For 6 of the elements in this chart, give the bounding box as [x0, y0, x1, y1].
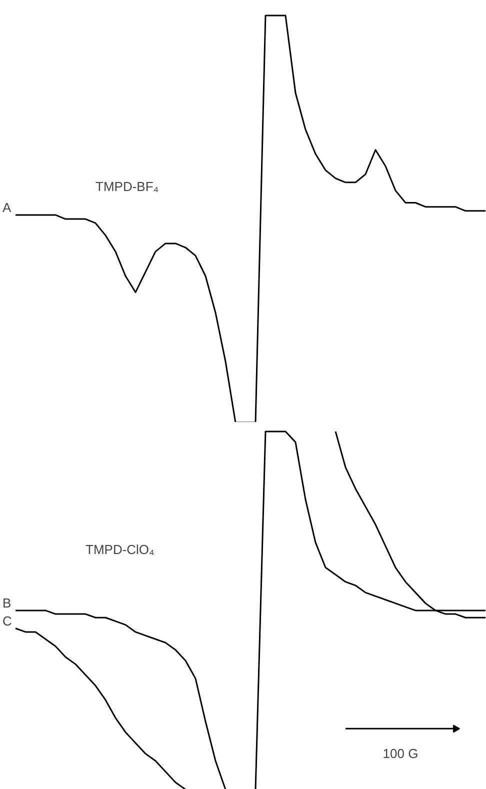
annotation: TMPD-BF₄: [96, 178, 159, 194]
series-label: A: [2, 200, 12, 215]
series-label: B: [2, 595, 12, 610]
annotation: 100 G: [382, 746, 418, 762]
series-label: C: [2, 613, 12, 628]
annotation: TMPD-ClO₄: [86, 542, 154, 558]
